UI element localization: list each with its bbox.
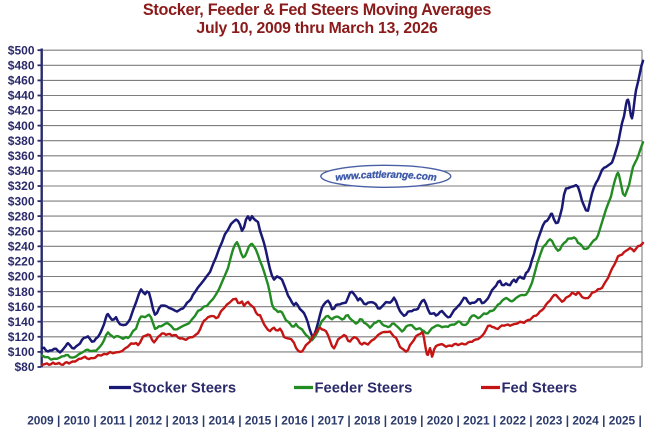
svg-text:$180: $180 xyxy=(8,285,35,299)
svg-text:$300: $300 xyxy=(8,194,35,208)
svg-text:$80: $80 xyxy=(14,360,34,374)
svg-text:2009 | 2010 | 2011 | 2012 | 20: 2009 | 2010 | 2011 | 2012 | 2013 | 2014 … xyxy=(27,414,642,428)
svg-text:$220: $220 xyxy=(8,255,35,269)
svg-text:$320: $320 xyxy=(8,179,35,193)
svg-text:$120: $120 xyxy=(8,330,35,344)
svg-text:$360: $360 xyxy=(8,149,35,163)
svg-text:Feeder Steers: Feeder Steers xyxy=(315,381,413,397)
svg-text:$440: $440 xyxy=(8,89,35,103)
svg-text:$380: $380 xyxy=(8,134,35,148)
svg-text:$400: $400 xyxy=(8,119,35,133)
svg-text:$480: $480 xyxy=(8,59,35,73)
svg-text:$420: $420 xyxy=(8,104,35,118)
svg-text:Fed Steers: Fed Steers xyxy=(502,381,578,397)
svg-text:Stocker Steers: Stocker Steers xyxy=(133,381,237,397)
svg-text:$200: $200 xyxy=(8,270,35,284)
svg-text:$240: $240 xyxy=(8,240,35,254)
svg-text:$340: $340 xyxy=(8,164,35,178)
svg-text:$160: $160 xyxy=(8,300,35,314)
svg-text:$500: $500 xyxy=(8,43,35,57)
svg-text:$280: $280 xyxy=(8,209,35,223)
svg-text:$460: $460 xyxy=(8,74,35,88)
svg-text:$140: $140 xyxy=(8,315,35,329)
svg-text:www.cattlerange.com: www.cattlerange.com xyxy=(335,170,437,184)
svg-text:$100: $100 xyxy=(8,345,35,359)
svg-text:$260: $260 xyxy=(8,224,35,238)
